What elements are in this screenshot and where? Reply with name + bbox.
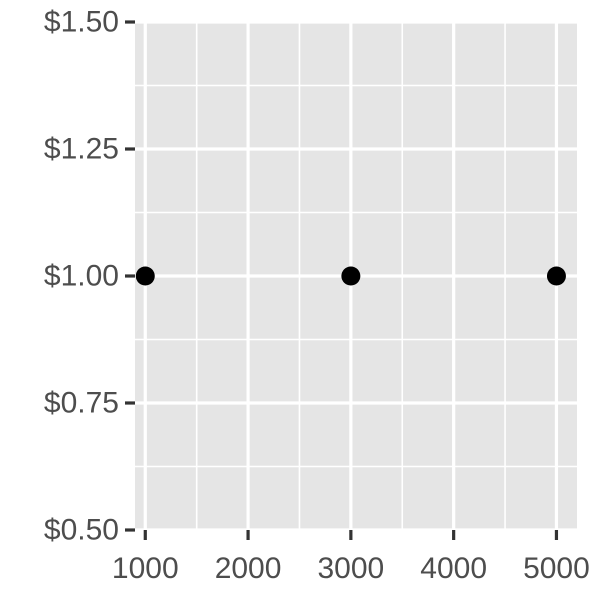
x-tick-label: 1000 — [112, 552, 179, 585]
x-axis: 1000 2000 3000 4000 5000 — [112, 530, 590, 585]
x-tick-label: 4000 — [420, 552, 487, 585]
y-tick-label: $1.50 — [44, 6, 119, 39]
data-point — [135, 266, 155, 286]
x-tick-label: 3000 — [317, 552, 384, 585]
data-point — [341, 266, 361, 286]
data-point — [546, 266, 566, 286]
y-tick-label: $0.50 — [44, 514, 119, 547]
x-tick-label: 2000 — [215, 552, 282, 585]
y-tick-label: $1.25 — [44, 133, 119, 166]
data-points — [135, 266, 566, 286]
y-tick-label: $0.75 — [44, 387, 119, 420]
y-axis: $0.50 $0.75 $1.00 $1.25 $1.50 — [44, 6, 135, 547]
y-tick-label: $1.00 — [44, 260, 119, 293]
x-tick-label: 5000 — [523, 552, 590, 585]
